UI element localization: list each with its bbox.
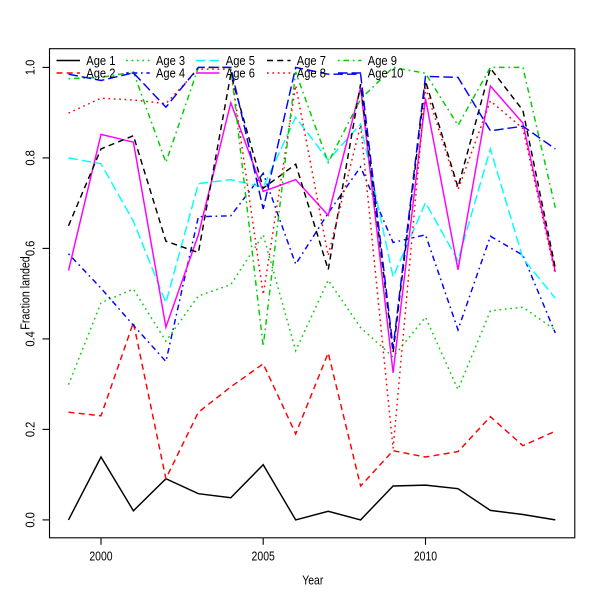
svg-text:0.2: 0.2 — [24, 422, 38, 438]
svg-text:Age 6: Age 6 — [226, 67, 255, 81]
svg-text:2000: 2000 — [89, 549, 112, 563]
svg-text:Age 9: Age 9 — [368, 54, 397, 68]
svg-text:Age 3: Age 3 — [156, 54, 185, 68]
svg-text:Age 4: Age 4 — [156, 67, 185, 81]
svg-text:0.8: 0.8 — [24, 150, 38, 166]
svg-text:Age 1: Age 1 — [86, 54, 115, 68]
svg-text:Year: Year — [302, 574, 323, 588]
svg-text:Fraction landed: Fraction landed — [19, 256, 33, 329]
svg-text:Age 8: Age 8 — [297, 67, 326, 81]
svg-text:0.4: 0.4 — [24, 331, 38, 347]
svg-text:Age 10: Age 10 — [368, 67, 404, 81]
svg-text:2005: 2005 — [252, 549, 275, 563]
svg-text:1.0: 1.0 — [24, 60, 38, 76]
svg-text:Age 5: Age 5 — [226, 54, 255, 68]
svg-text:0.6: 0.6 — [24, 241, 38, 257]
svg-text:Age 2: Age 2 — [86, 67, 115, 81]
svg-text:Age 7: Age 7 — [297, 54, 326, 68]
svg-text:2010: 2010 — [414, 549, 437, 563]
svg-text:0.0: 0.0 — [24, 512, 38, 528]
